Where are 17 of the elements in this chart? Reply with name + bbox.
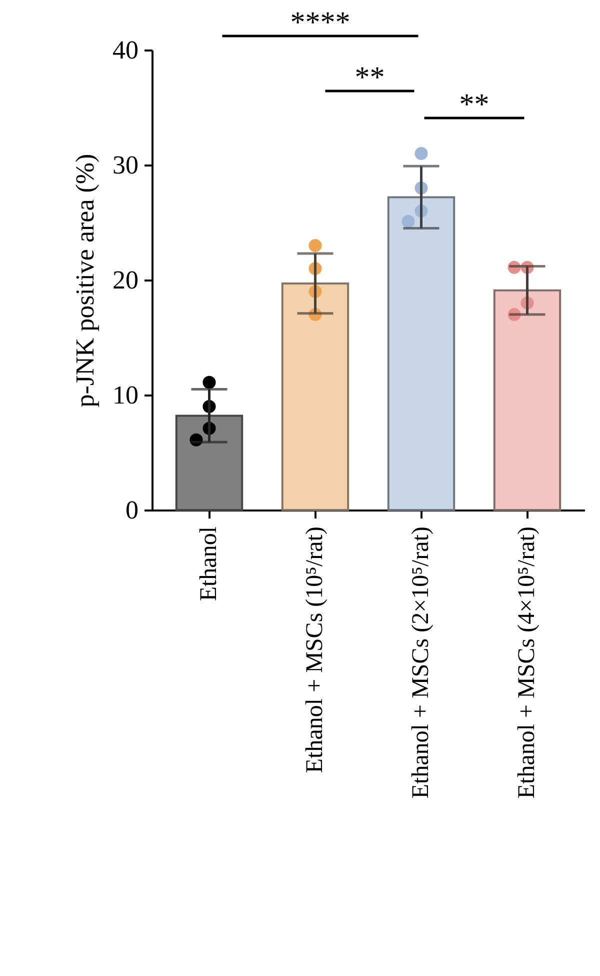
y-tick-label: 10 — [112, 380, 138, 410]
bar — [493, 289, 562, 511]
y-axis-title: p-JNK positive area (%) — [70, 154, 100, 408]
annotation: ** — [354, 61, 385, 94]
y-tick-label: 0 — [126, 496, 138, 524]
x-tick-label: Ethanol + MSCs (2×10⁵/rat) — [408, 526, 434, 799]
bar — [387, 196, 456, 511]
x-tick-label: Ethanol — [196, 526, 222, 602]
y-tick-label: 40 — [112, 36, 138, 64]
x-tick-label: Ethanol + MSCs (4×10⁵/rat) — [514, 526, 540, 799]
y-tick-label: 30 — [112, 150, 138, 180]
x-tick-label: Ethanol + MSCs (10⁵/rat) — [302, 526, 328, 774]
y-tick-label: 20 — [112, 266, 138, 294]
bar — [281, 282, 350, 511]
annotation: ** — [459, 88, 490, 121]
bar — [175, 414, 244, 511]
text: **** — [290, 6, 350, 39]
